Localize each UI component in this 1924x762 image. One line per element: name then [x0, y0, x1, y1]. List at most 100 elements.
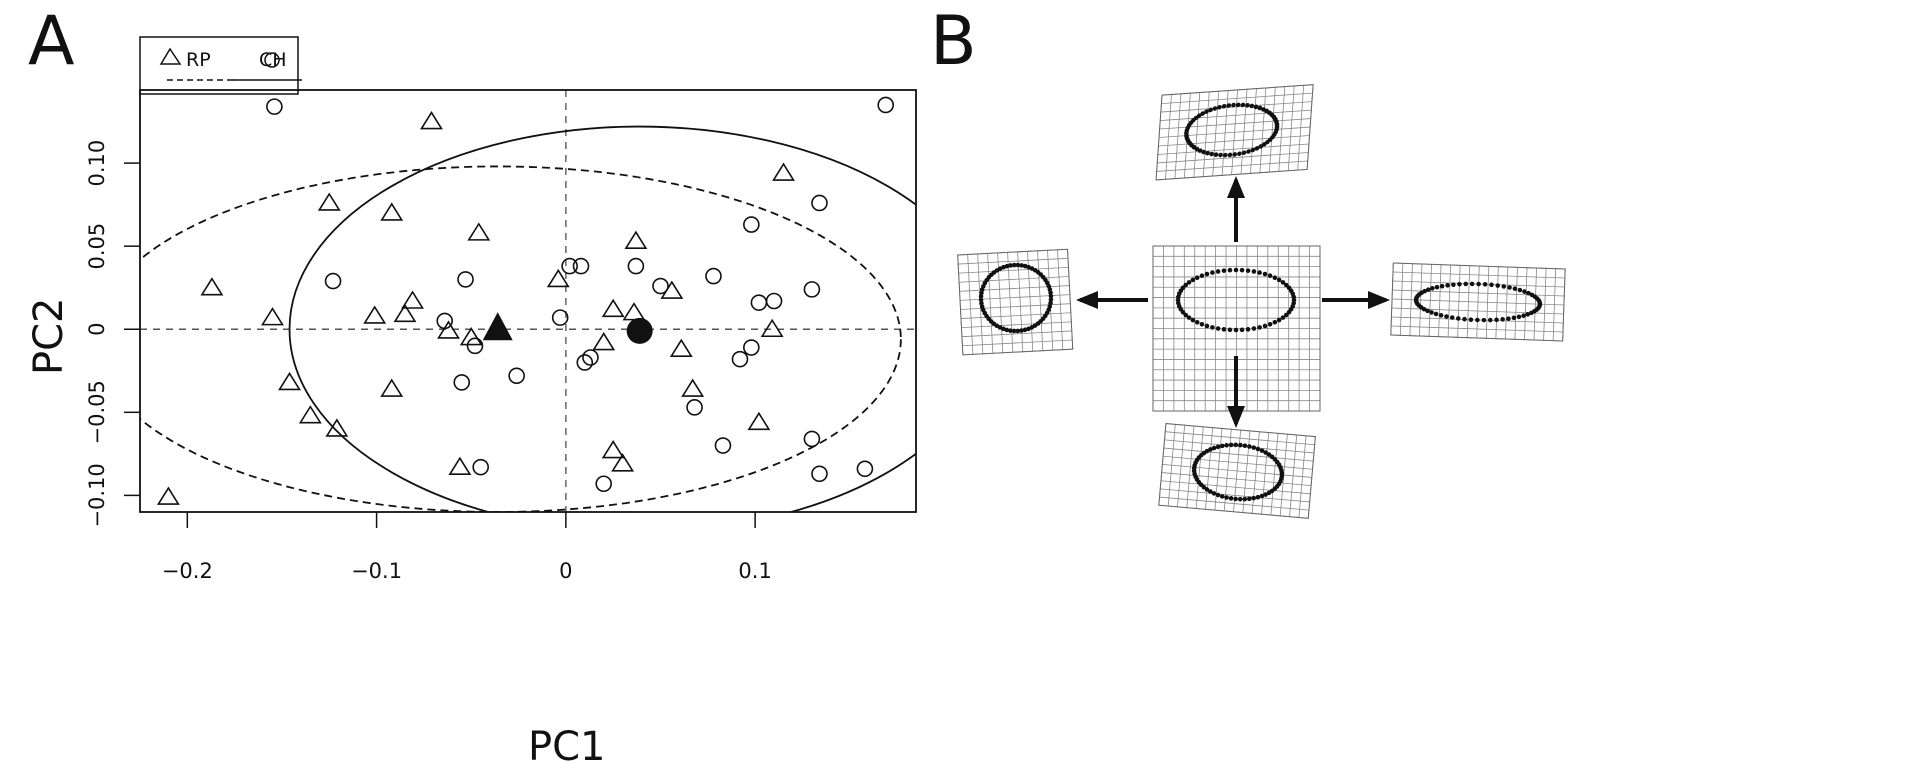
- landmark-dot: [1231, 102, 1236, 108]
- landmark-dot: [1512, 286, 1518, 292]
- grid-line: [1159, 496, 1309, 511]
- grid-line: [967, 254, 974, 355]
- landmark-dot: [1221, 268, 1227, 273]
- ch-point: [572, 257, 590, 275]
- landmark-dot: [1529, 310, 1534, 316]
- grid-line: [1163, 455, 1313, 470]
- ch-point: [472, 458, 489, 476]
- landmark-dot: [1048, 290, 1053, 296]
- landmark-dot: [1482, 282, 1488, 287]
- grid-line: [1157, 152, 1309, 164]
- landmark-dot: [1425, 287, 1431, 292]
- landmark-dot: [1462, 316, 1467, 322]
- grid-line: [1017, 251, 1024, 352]
- landmark-dot: [1537, 299, 1542, 305]
- ch-point: [743, 339, 760, 356]
- landmark-dot: [1280, 280, 1286, 285]
- landmark-dot: [1211, 491, 1217, 496]
- rp-point: [298, 405, 322, 424]
- landmark-dot: [1258, 144, 1264, 149]
- landmark-dot: [1237, 496, 1243, 502]
- landmark-dot: [1429, 310, 1434, 315]
- landmark-dot: [1019, 263, 1024, 268]
- ch-point: [595, 475, 613, 493]
- landmark-dot: [1022, 263, 1028, 269]
- landmark-dot: [1507, 285, 1512, 290]
- landmark-dot: [1506, 316, 1511, 321]
- landmark-dot: [1245, 327, 1251, 332]
- landmark-dot: [1210, 325, 1215, 330]
- rp-point: [601, 298, 625, 318]
- legend-label-ch: CH: [259, 49, 287, 71]
- landmark-dot: [1455, 316, 1461, 321]
- grid-line: [1157, 143, 1309, 155]
- ch-point: [811, 194, 828, 212]
- landmark-dot: [1247, 496, 1252, 502]
- rp-point: [317, 192, 341, 211]
- landmark-dot: [1521, 313, 1526, 318]
- arrow-down-icon: [1227, 406, 1245, 428]
- landmark-dot: [1201, 149, 1206, 155]
- landmark-dot: [1489, 282, 1494, 288]
- landmark-dot: [1015, 262, 1021, 268]
- panel-a-label: A: [28, 2, 75, 81]
- grid-line: [1392, 298, 1564, 306]
- landmark-dot: [1425, 308, 1430, 314]
- ch-point: [466, 337, 484, 355]
- left-grid: [957, 248, 1074, 356]
- arrow-left-icon: [1076, 291, 1098, 309]
- ch-point: [551, 309, 569, 326]
- rp-point: [592, 332, 616, 351]
- grid-line: [959, 285, 1070, 292]
- grid-line: [1163, 447, 1314, 462]
- grid-line: [960, 312, 1071, 319]
- grid-line: [1165, 431, 1315, 446]
- landmark-dot: [1204, 109, 1209, 114]
- landmark-dot: [1183, 282, 1189, 288]
- grid-line: [1392, 271, 1565, 279]
- landmark-dot: [1526, 290, 1531, 296]
- landmark-dot: [1251, 495, 1256, 501]
- landmark-dot: [1276, 277, 1282, 283]
- grid-line: [958, 257, 1069, 265]
- landmark-dot: [1262, 323, 1268, 329]
- landmark-dot: [1213, 152, 1219, 157]
- landmark-dot: [1251, 269, 1257, 274]
- landmark-dot: [1276, 317, 1282, 323]
- grid-line: [1161, 472, 1312, 487]
- grid-line: [1037, 250, 1044, 351]
- rp-point: [660, 280, 684, 299]
- grid-line: [958, 266, 1069, 274]
- landmark-dot: [1239, 267, 1245, 273]
- ch-point: [324, 272, 342, 290]
- ch-point: [750, 294, 768, 311]
- landmark-dot: [1255, 494, 1261, 500]
- landmark-dot: [978, 297, 984, 303]
- landmark-dot: [1233, 496, 1238, 502]
- x-tick-label: 0.1: [738, 559, 771, 583]
- grid-line: [1007, 252, 1014, 353]
- landmark-dot: [1219, 494, 1225, 499]
- ch-point: [811, 465, 828, 483]
- landmark-dot: [1242, 496, 1248, 502]
- landmark-dot: [1233, 442, 1239, 448]
- ch-point: [508, 367, 525, 385]
- plot-frame: [139, 89, 917, 513]
- grid-line: [1160, 109, 1312, 121]
- plot-area: [140, 90, 916, 512]
- ch-point: [457, 271, 474, 288]
- grid-line: [987, 253, 994, 354]
- landmark-dot: [1245, 103, 1250, 108]
- landmark-dot: [1048, 297, 1054, 302]
- landmark-dot: [1475, 317, 1480, 323]
- landmark-dot: [1444, 314, 1449, 319]
- landmark-dot: [1257, 105, 1263, 111]
- ch-point: [877, 96, 895, 114]
- landmark-dot: [1008, 328, 1013, 333]
- landmark-dot: [1221, 327, 1227, 332]
- landmark-dot: [1525, 312, 1531, 317]
- rp-point: [448, 456, 472, 475]
- ch-point: [561, 257, 578, 275]
- landmark-dot: [1253, 104, 1259, 110]
